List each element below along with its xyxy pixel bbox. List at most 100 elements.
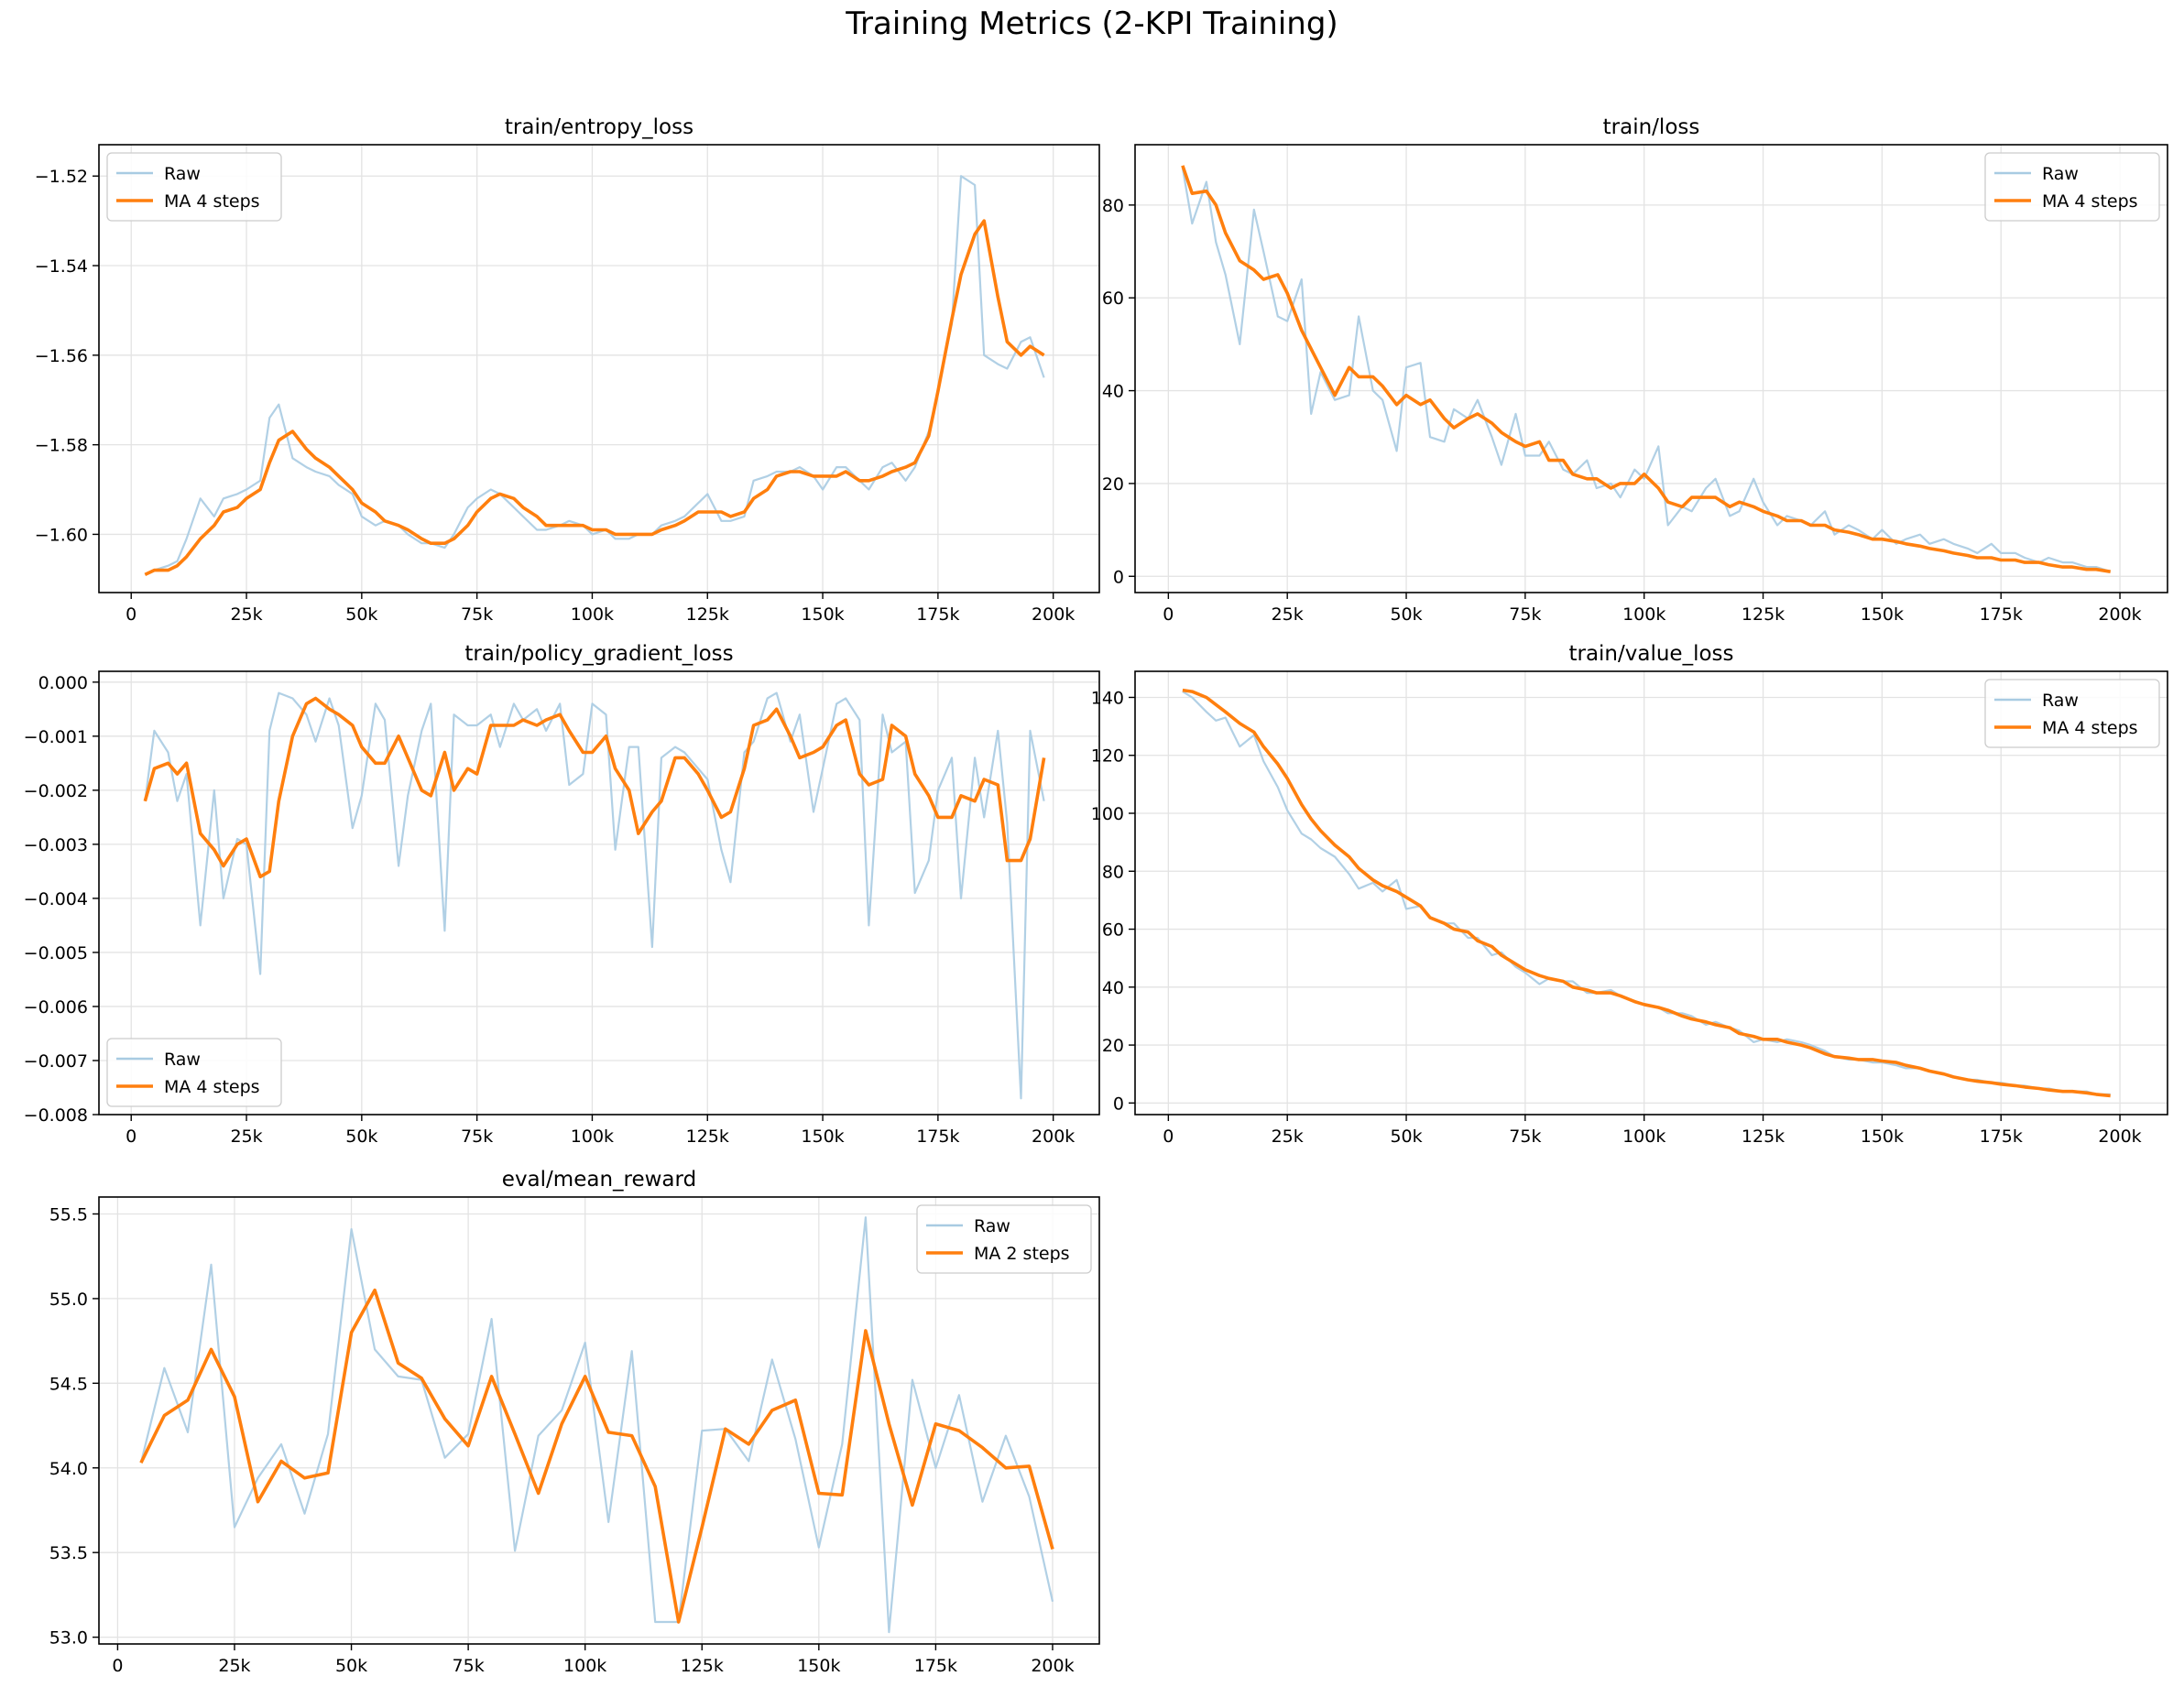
y-tick-label: 54.0 [49,1459,88,1479]
x-tick-label: 150k [801,604,844,625]
legend-box [106,1038,282,1107]
x-tick-label: 25k [1272,604,1304,625]
legend-label: MA 4 steps [2042,718,2138,738]
x-tick-label: 125k [686,604,729,625]
legend-label: Raw [2042,691,2079,711]
series-group [1181,165,2112,573]
grid-lines [99,145,1099,593]
series-group [144,175,1045,577]
y-tick-label: 54.5 [49,1374,88,1394]
legend-box [1984,152,2160,222]
x-tick-label: 175k [1980,604,2023,625]
grid-lines [99,1197,1099,1644]
y-tick-label: 0.000 [38,673,88,693]
series-line-raw [144,691,1045,1100]
chart-title: train/value_loss [1568,642,1733,666]
x-tick-label: 100k [1622,604,1665,625]
x-tick-label: 25k [218,1656,250,1676]
series-line-ma [144,219,1045,577]
y-tick-label: 55.5 [49,1204,88,1224]
y-tick-label: −1.52 [35,167,88,187]
x-tick-label: 50k [1390,604,1422,625]
x-tick-label: 50k [345,1126,377,1147]
y-tick-label: −0.008 [24,1105,88,1126]
x-tick-label: 75k [453,1656,485,1676]
y-tick-label: 120 [1091,746,1124,767]
x-tick-label: 0 [126,1126,136,1147]
x-tick-label: 0 [1163,1126,1174,1147]
legend-label: Raw [2042,164,2079,184]
y-tick-label: 40 [1102,978,1124,998]
y-tick-label: 0 [1113,567,1124,587]
x-tick-label: 200k [1032,604,1075,625]
y-tick-label: 60 [1102,920,1124,941]
legend: Raw MA 4 steps [106,152,282,222]
figure-title: Training Metrics (2-KPI Training) [846,5,1338,42]
y-tick-label: −0.007 [24,1051,88,1072]
x-tick-label: 50k [345,604,377,625]
x-tick-label: 200k [1031,1656,1074,1676]
y-tick-label: −0.004 [24,889,88,909]
legend: Raw MA 4 steps [1984,152,2160,222]
y-tick-label: −1.60 [35,525,88,545]
legend-label: MA 4 steps [164,1077,260,1097]
legend-box [1984,679,2160,748]
y-tick-label: 20 [1102,1036,1124,1056]
legend: Raw MA 4 steps [106,1038,282,1107]
y-tick-label: 53.5 [49,1543,88,1563]
y-tick-label: 60 [1102,288,1124,309]
axes-frame [1134,670,2168,1116]
x-tick-label: 175k [914,1656,957,1676]
x-tick-label: 125k [1742,604,1785,625]
grid-lines [1135,671,2168,1115]
x-tick-label: 125k [1742,1126,1785,1147]
series-line-raw [1181,168,2112,573]
x-tick-label: 50k [335,1656,367,1676]
series-line-ma [1182,688,2111,1098]
x-tick-label: 150k [1861,1126,1904,1147]
x-tick-label: 150k [801,1126,844,1147]
x-tick-label: 75k [1509,604,1541,625]
series-line-raw [1182,691,2111,1096]
x-tick-label: 125k [681,1656,724,1676]
series-group [1182,688,2111,1098]
x-tick-label: 50k [1390,1126,1422,1147]
series-line-ma [143,696,1046,879]
y-tick-label: 80 [1102,196,1124,216]
x-tick-label: 100k [563,1656,606,1676]
axes-frame [98,144,1100,593]
x-tick-label: 150k [1861,604,1904,625]
legend-label: MA 4 steps [2042,191,2138,212]
x-tick-label: 75k [461,604,493,625]
series-line-raw [139,1216,1054,1634]
y-tick-label: −1.58 [35,436,88,456]
x-tick-label: 75k [461,1126,493,1147]
x-tick-label: 175k [916,604,959,625]
grid-lines [1135,145,2168,593]
x-tick-label: 100k [571,604,614,625]
y-tick-label: 55.0 [49,1290,88,1310]
legend-box [916,1204,1092,1274]
legend: Raw MA 4 steps [1984,679,2160,748]
y-tick-label: −0.006 [24,997,88,1018]
legend: Raw MA 2 steps [916,1204,1092,1274]
x-tick-label: 75k [1509,1126,1541,1147]
chart-title: eval/mean_reward [502,1168,696,1192]
series-group [139,1216,1054,1634]
series-line-ma [139,1288,1054,1624]
series-line-raw [144,175,1045,576]
chart-title: train/policy_gradient_loss [464,642,733,666]
legend-label: MA 2 steps [974,1244,1070,1264]
x-tick-label: 125k [686,1126,729,1147]
x-tick-label: 175k [916,1126,959,1147]
x-tick-label: 0 [1163,604,1174,625]
y-tick-label: −1.56 [35,346,88,366]
y-tick-label: 0 [1113,1094,1124,1114]
y-tick-label: −0.002 [24,781,88,801]
y-tick-label: 40 [1102,382,1124,402]
x-tick-label: 25k [230,604,262,625]
y-tick-label: 80 [1102,862,1124,882]
